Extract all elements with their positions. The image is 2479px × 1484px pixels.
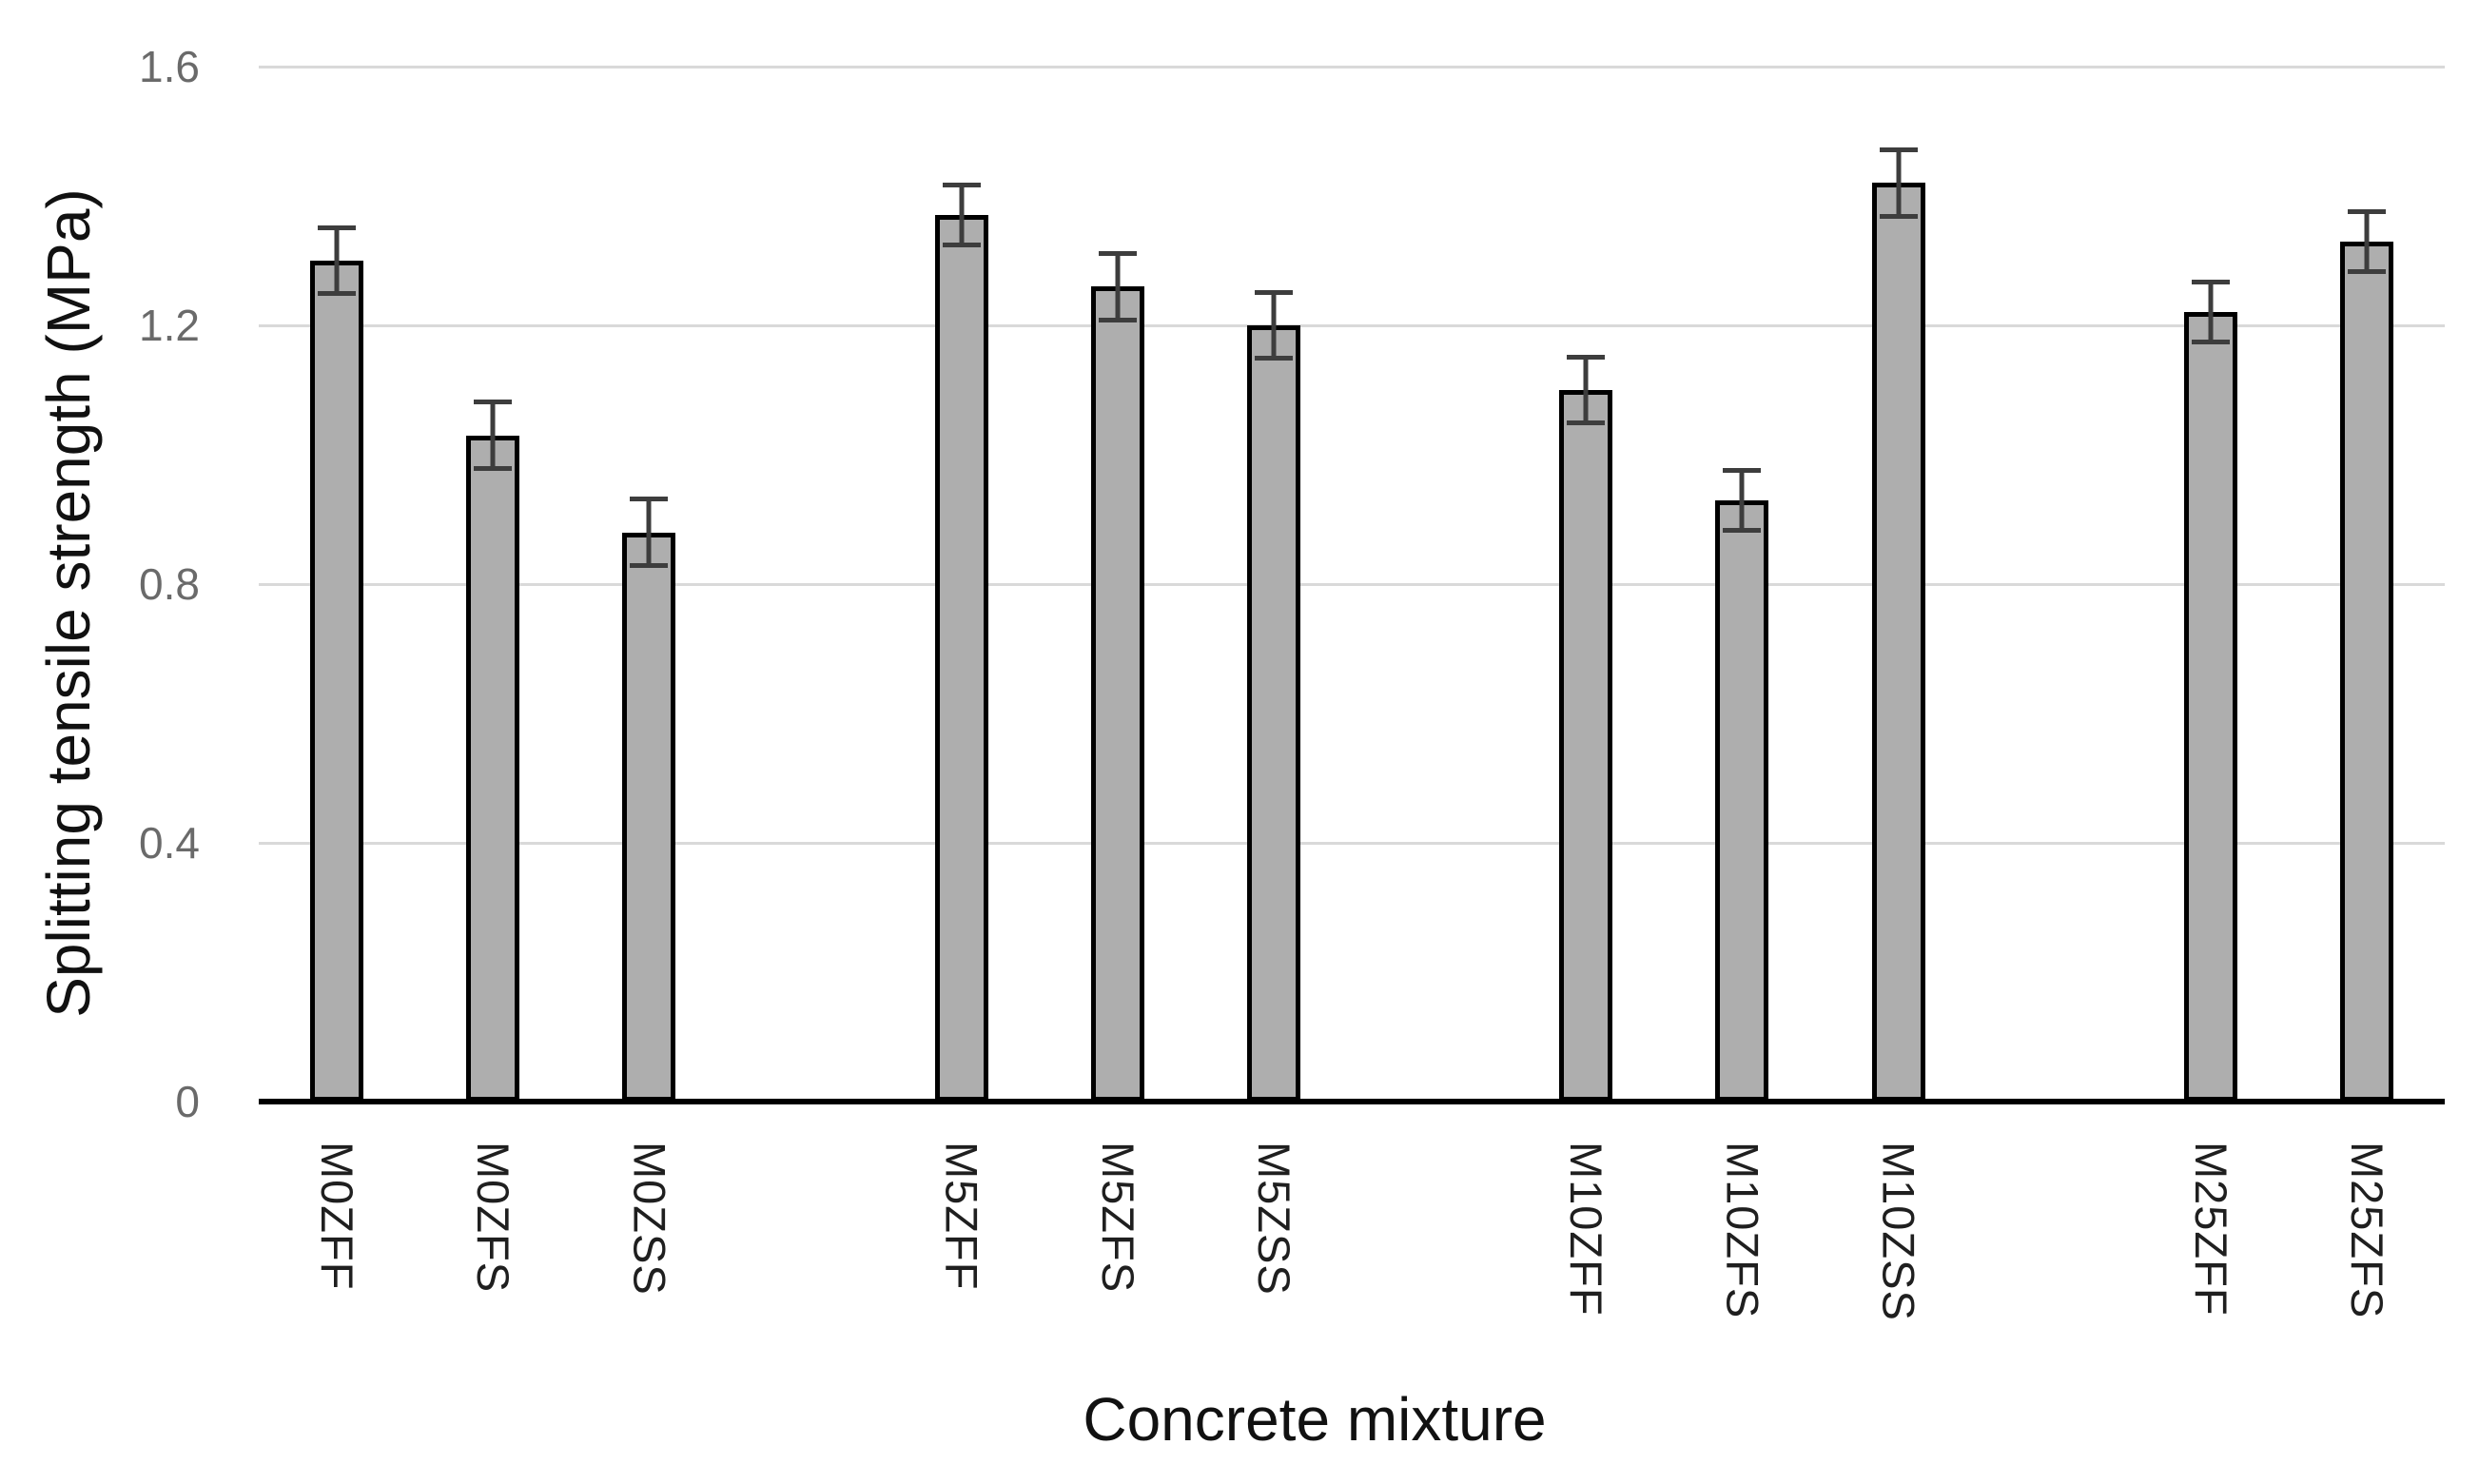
error-bar-stem [2364,213,2370,269]
bar [310,261,364,1102]
y-tick-label: 0 [175,1077,200,1126]
error-bar-stem [2208,284,2214,341]
x-category-label: M0ZSS [624,1142,675,1296]
x-category-label: M10ZFS [1717,1142,1768,1319]
x-category-label: M25ZFS [2341,1142,2392,1319]
gridline [259,582,2445,586]
y-tick-label: 1.2 [139,301,200,350]
error-bar-stem [1896,152,1901,214]
error-bar-stem [959,187,965,244]
error-bar [1567,354,1606,426]
bar [466,435,520,1102]
error-bar-stem [1739,472,1745,528]
x-category-label: M5ZFF [936,1142,987,1291]
gridline [259,323,2445,327]
bar [622,532,676,1102]
y-tick-label: 0.8 [139,559,200,609]
x-category-label: M10ZFF [1561,1142,1612,1317]
x-category-label: M0ZFF [312,1142,363,1291]
error-bar [2347,208,2386,274]
error-bar-stem [1271,294,1277,357]
error-bar [1723,467,1762,533]
y-tick-label: 1.6 [139,42,200,91]
x-category-label: M10ZSS [1873,1142,1924,1321]
gridline [259,841,2445,845]
error-bar-stem [490,404,496,466]
bar [934,215,988,1102]
error-bar-stem [1583,359,1589,421]
error-bar [318,225,357,297]
bar [1090,286,1144,1102]
x-category-label: M5ZSS [1248,1142,1299,1296]
error-bar [1254,289,1293,361]
error-bar [630,497,669,568]
error-bar [474,400,513,471]
bar [1246,325,1300,1102]
bar [1871,183,1925,1102]
x-category-label: M5ZFS [1092,1142,1143,1294]
error-bar [1098,250,1137,322]
error-bar [2191,280,2230,345]
bar [2339,241,2393,1102]
x-category-label: M25ZFF [2185,1142,2236,1317]
error-bar [1879,147,1918,219]
x-axis-title: Concrete mixture [1083,1385,1547,1454]
error-bar [942,183,981,248]
y-tick-label: 0.4 [139,818,200,868]
x-category-label: M0ZFS [468,1142,519,1294]
gridline [259,65,2445,68]
error-bar-stem [334,229,340,292]
error-bar-stem [1115,255,1121,318]
error-bar-stem [646,501,652,563]
bar [1559,390,1613,1102]
x-axis-line [259,1099,2445,1104]
bar [2183,312,2237,1102]
bar [1715,499,1769,1102]
